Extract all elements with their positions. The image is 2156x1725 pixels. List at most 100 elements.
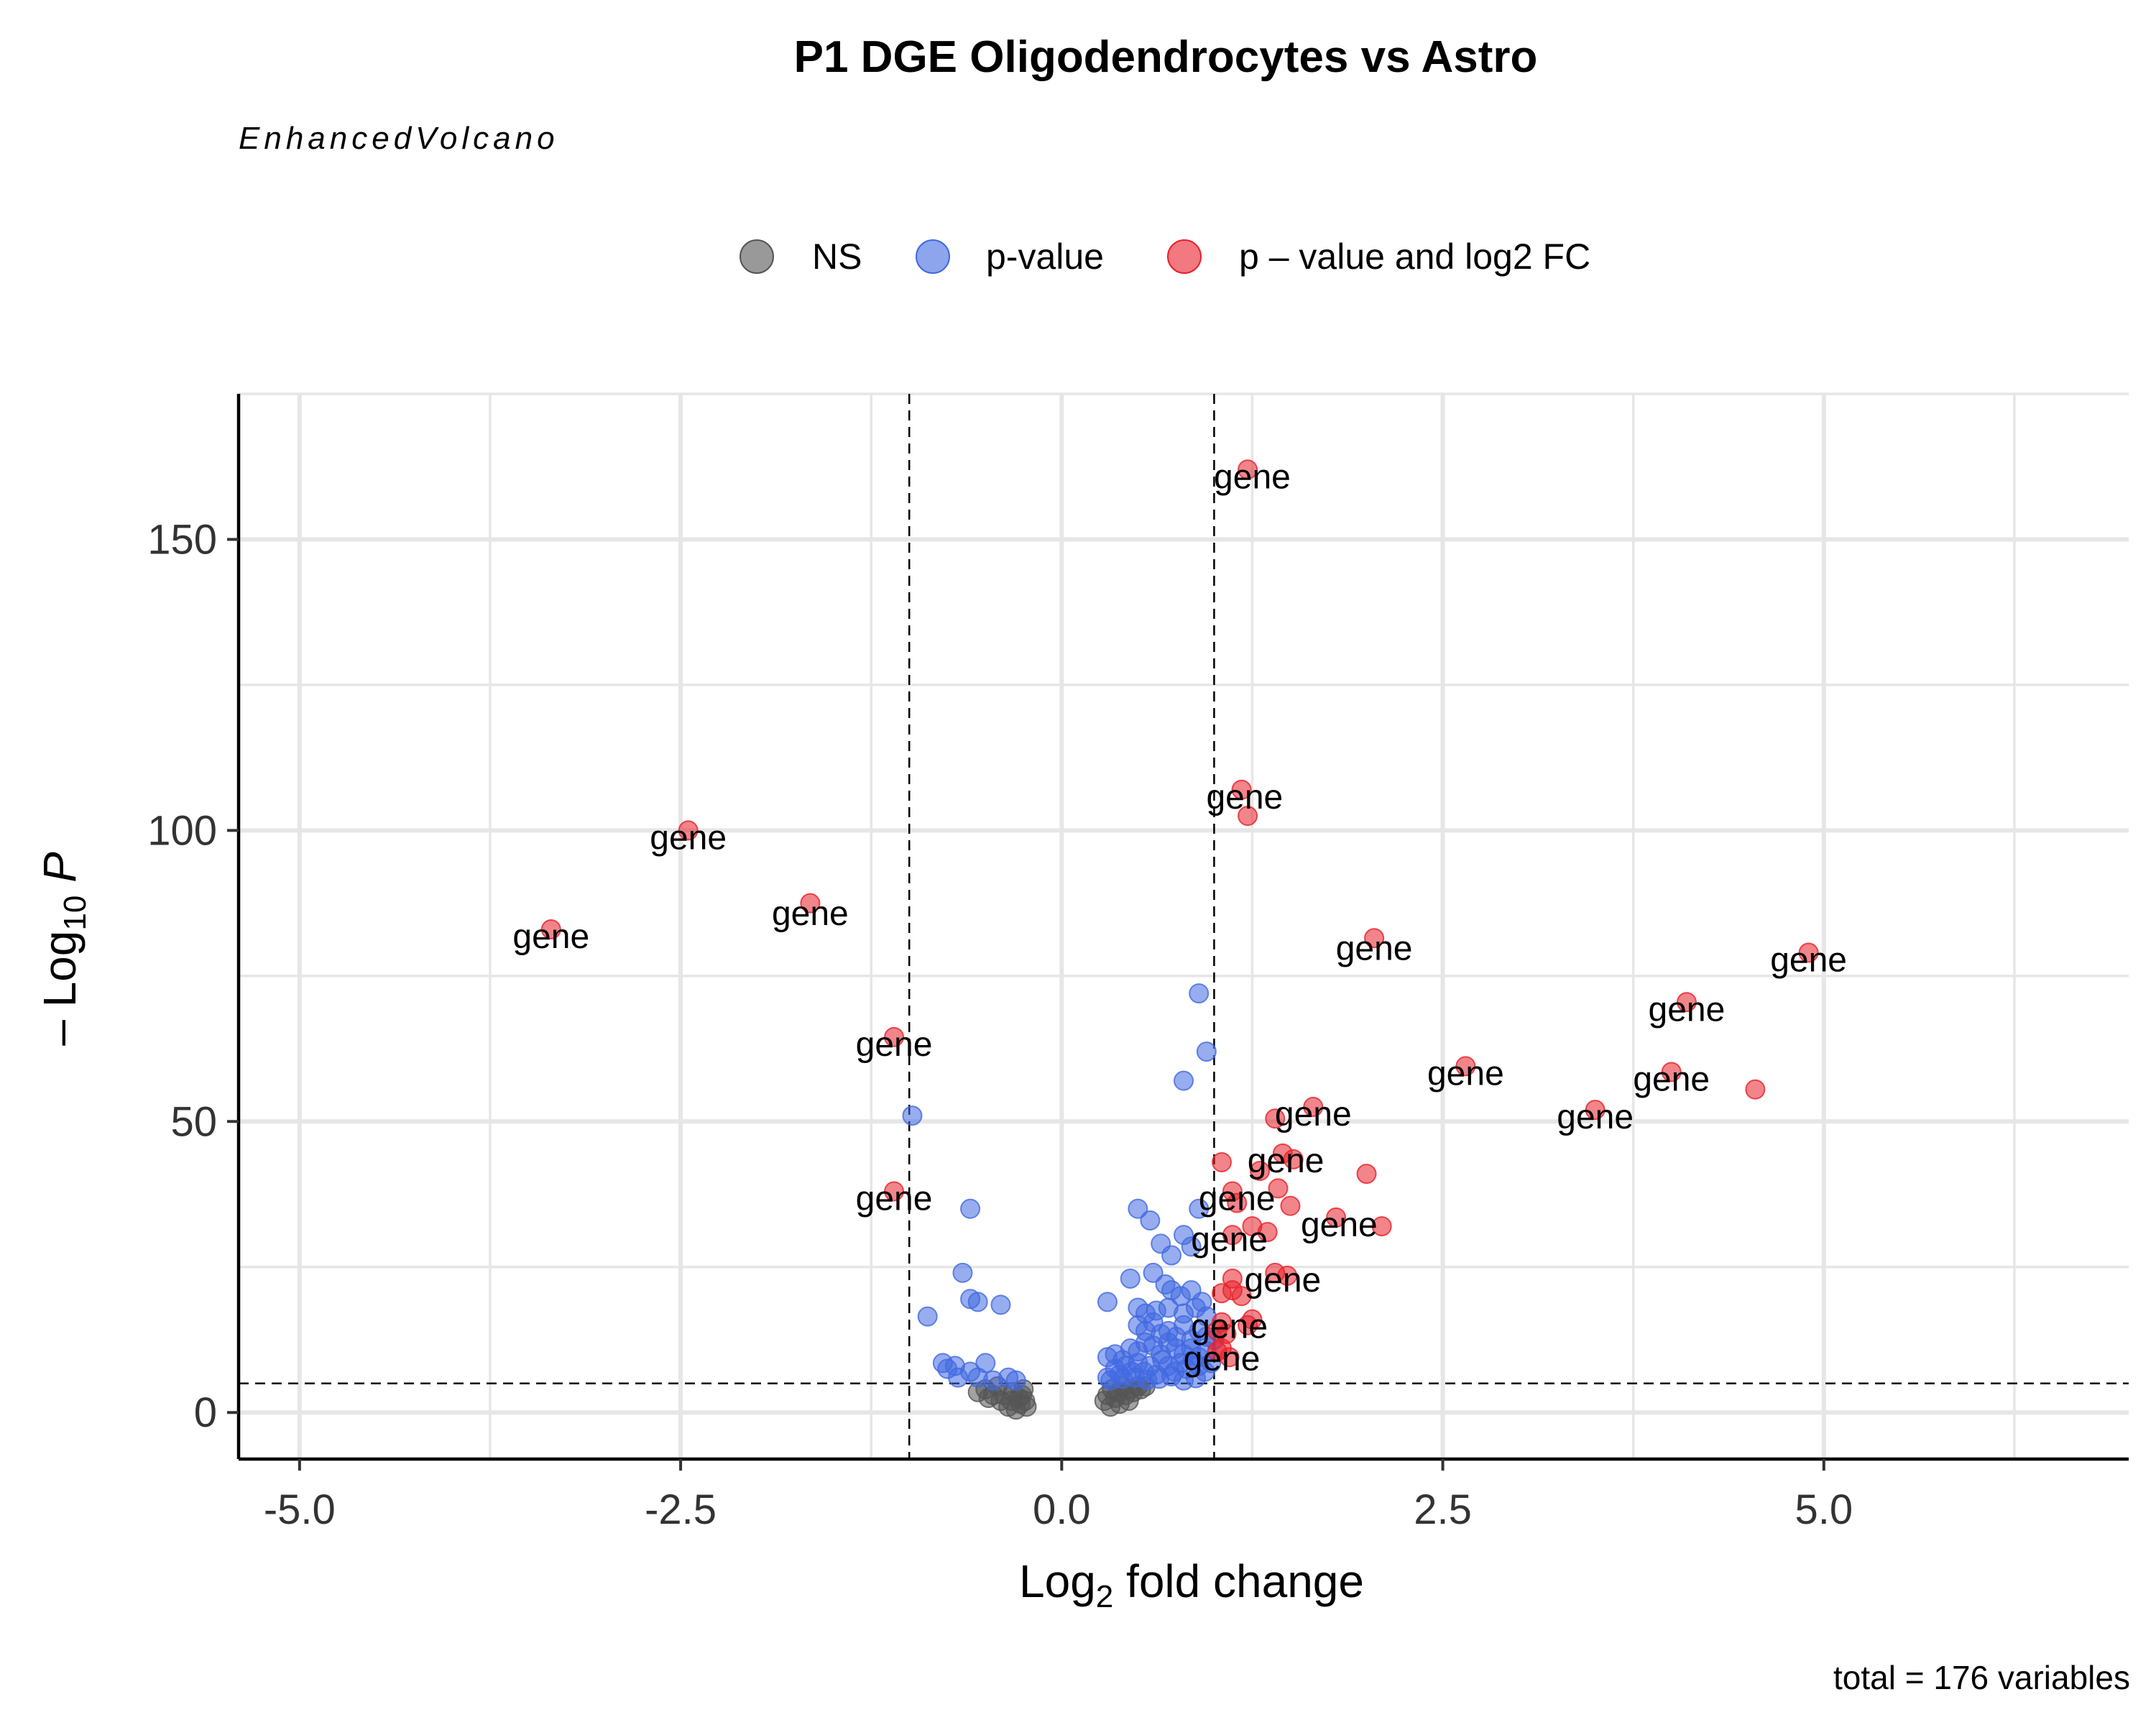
point-pvalue: [917, 1306, 938, 1327]
point-pvalue-fc: [1257, 1222, 1278, 1243]
point-pvalue-fc: [1212, 1338, 1233, 1359]
gene-label: gene: [772, 895, 849, 933]
legend-key-pvalue-fc: [1167, 239, 1202, 274]
grid: [239, 392, 2129, 1459]
point-pvalue-fc: [1283, 1149, 1304, 1169]
gene-label: gene: [1248, 1142, 1325, 1180]
point-pvalue: [952, 1262, 973, 1283]
gene-label: gene: [1191, 1308, 1268, 1346]
point-pvalue: [967, 1292, 988, 1312]
point-pvalue-fc: [1585, 1100, 1606, 1121]
point-pvalue-fc: [1676, 992, 1697, 1013]
point-pvalue-fc: [1238, 459, 1258, 480]
point-pvalue-fc: [1238, 806, 1258, 827]
point-pvalue-fc: [1231, 1286, 1252, 1307]
legend-key-ns: [740, 239, 774, 274]
point-pvalue: [1189, 1198, 1210, 1219]
point-pvalue-fc: [884, 1181, 905, 1202]
y-tick-label: 100: [147, 807, 217, 854]
legend-label-pvalue: p-value: [986, 236, 1104, 277]
chart-subtitle: EnhancedVolcano: [239, 121, 559, 156]
point-pvalue: [1005, 1370, 1026, 1391]
point-pvalue-fc: [1238, 1315, 1258, 1335]
point-pvalue-fc: [1303, 1097, 1324, 1118]
point-pvalue-fc: [1364, 928, 1385, 949]
point-pvalue-fc: [1280, 1195, 1301, 1216]
gene-label: gene: [1301, 1206, 1378, 1244]
legend-label-pvalue-fc: p – value and log2 FC: [1239, 236, 1590, 277]
point-pvalue: [960, 1198, 981, 1219]
point-pvalue-fc: [1326, 1207, 1347, 1228]
point-pvalue: [1143, 1262, 1164, 1283]
point-pvalue: [902, 1105, 923, 1126]
gene-label: gene: [1206, 778, 1283, 816]
point-pvalue-fc: [800, 893, 821, 914]
x-axis-label: Log2 fold change: [1019, 1555, 1364, 1614]
x-tick-label: -5.0: [264, 1486, 336, 1533]
point-pvalue-fc: [1371, 1216, 1392, 1237]
gene-label: gene: [1191, 1220, 1268, 1259]
point-pvalue-fc: [884, 1026, 905, 1047]
point-pvalue: [975, 1353, 996, 1374]
data-points: [540, 459, 1819, 1420]
point-pvalue: [1161, 1245, 1182, 1266]
point-pvalue-fc: [1250, 1161, 1271, 1182]
point-pvalue-fc: [1231, 779, 1252, 800]
gene-label: gene: [1336, 929, 1413, 967]
gene-label: gene: [650, 819, 727, 857]
point-pvalue-fc: [1265, 1108, 1286, 1129]
point-pvalue-fc: [540, 919, 561, 940]
legend: NS p-value p – value and log2 FC: [740, 236, 1590, 277]
point-pvalue-fc: [1212, 1151, 1233, 1172]
gene-label: gene: [1427, 1054, 1504, 1092]
gene-label: gene: [856, 1026, 933, 1064]
gene-label: gene: [1649, 990, 1726, 1029]
point-pvalue-fc: [1356, 1164, 1377, 1184]
point-pvalue-fc: [1661, 1062, 1682, 1082]
y-tick-label: 50: [170, 1098, 217, 1145]
point-pvalue: [1140, 1210, 1161, 1230]
legend-key-pvalue: [916, 239, 950, 274]
point-pvalue-fc: [1798, 942, 1819, 963]
gene-label: gene: [1770, 942, 1847, 980]
point-pvalue-fc: [1268, 1178, 1289, 1199]
gene-label: gene: [1633, 1061, 1710, 1099]
caption: total = 176 variables: [1833, 1659, 2130, 1696]
point-pvalue: [1189, 983, 1210, 1004]
point-pvalue-fc: [1745, 1079, 1766, 1100]
point-pvalue: [1097, 1292, 1118, 1312]
x-tick-label: 5.0: [1795, 1486, 1853, 1533]
point-pvalue-fc: [1222, 1225, 1243, 1246]
gene-label: gene: [1184, 1340, 1261, 1378]
gene-label: gene: [512, 918, 589, 956]
point-pvalue: [1185, 1368, 1206, 1389]
point-pvalue-fc: [1227, 1192, 1248, 1213]
x-tick-label: -2.5: [645, 1486, 717, 1533]
point-pvalue-fc: [1455, 1056, 1476, 1077]
y-tick-label: 0: [194, 1389, 217, 1436]
gene-label: gene: [1214, 458, 1291, 496]
point-pvalue-fc: [1212, 1283, 1233, 1304]
y-axis-label: – Log10 P: [34, 852, 93, 1046]
point-pvalue: [1174, 1070, 1194, 1091]
gene-label: gene: [1244, 1261, 1321, 1300]
gene-label: gene: [1199, 1180, 1276, 1218]
gene-label: gene: [1275, 1095, 1352, 1133]
point-pvalue-fc: [678, 820, 699, 841]
axes: [236, 394, 2129, 1461]
x-tick-label: 0.0: [1033, 1486, 1091, 1533]
point-pvalue: [1120, 1268, 1141, 1289]
tick-labels: -5.0 -2.5 0.0 2.5 5.0 0 50 100 150: [147, 516, 1853, 1533]
point-pvalue-fc: [1277, 1265, 1298, 1286]
point-pvalue: [990, 1294, 1011, 1315]
legend-label-ns: NS: [812, 236, 862, 277]
x-tick-label: 2.5: [1414, 1486, 1472, 1533]
point-pvalue: [1128, 1198, 1148, 1219]
gene-label: gene: [856, 1180, 933, 1218]
point-ns: [1016, 1397, 1037, 1417]
point-pvalue: [1181, 1236, 1202, 1257]
chart-title: P1 DGE Oligodendrocytes vs Astro: [794, 32, 1538, 82]
y-tick-label: 150: [147, 516, 217, 563]
